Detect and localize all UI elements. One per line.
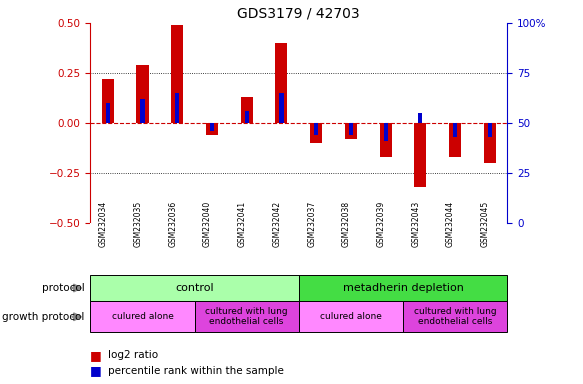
Bar — [314, 123, 318, 135]
Text: GSM232044: GSM232044 — [446, 201, 455, 247]
Bar — [299, 275, 507, 301]
Text: log2 ratio: log2 ratio — [108, 350, 158, 360]
Bar — [453, 123, 457, 137]
Title: GDS3179 / 42703: GDS3179 / 42703 — [237, 7, 360, 20]
Bar — [488, 123, 492, 137]
Text: GSM232034: GSM232034 — [99, 201, 108, 247]
Text: ■: ■ — [90, 349, 102, 362]
Text: GSM232042: GSM232042 — [272, 201, 282, 247]
Text: culured alone: culured alone — [111, 312, 173, 321]
Text: protocol: protocol — [42, 283, 85, 293]
Text: GSM232045: GSM232045 — [481, 201, 490, 247]
Bar — [384, 123, 388, 141]
Bar — [195, 301, 298, 332]
Bar — [403, 301, 507, 332]
Bar — [415, 123, 426, 187]
Bar — [279, 93, 283, 123]
Bar — [206, 123, 218, 135]
Bar — [349, 123, 353, 135]
Bar — [101, 79, 114, 123]
Bar — [210, 123, 214, 131]
Bar — [245, 111, 249, 123]
Bar — [418, 113, 423, 123]
Text: cultured with lung
endothelial cells: cultured with lung endothelial cells — [414, 307, 496, 326]
Bar — [90, 275, 299, 301]
Text: GSM232038: GSM232038 — [342, 201, 351, 247]
Text: GSM232039: GSM232039 — [377, 201, 385, 247]
Bar — [136, 65, 149, 123]
Text: culured alone: culured alone — [320, 312, 382, 321]
Bar — [171, 25, 183, 123]
Text: GSM232043: GSM232043 — [412, 201, 420, 247]
Bar — [484, 123, 496, 163]
Bar — [141, 99, 145, 123]
Bar — [175, 93, 180, 123]
Bar — [449, 123, 461, 157]
Text: growth protocol: growth protocol — [2, 312, 85, 322]
Bar — [345, 123, 357, 139]
Text: control: control — [175, 283, 214, 293]
Bar — [90, 301, 195, 332]
Text: cultured with lung
endothelial cells: cultured with lung endothelial cells — [205, 307, 288, 326]
Bar — [380, 123, 392, 157]
Bar — [310, 123, 322, 143]
Text: GSM232036: GSM232036 — [168, 201, 177, 247]
Bar — [275, 43, 287, 123]
Text: metadherin depletion: metadherin depletion — [343, 283, 463, 293]
Bar — [299, 301, 403, 332]
Text: percentile rank within the sample: percentile rank within the sample — [108, 366, 284, 376]
Text: GSM232041: GSM232041 — [238, 201, 247, 247]
Bar — [106, 103, 110, 123]
Bar — [241, 97, 253, 123]
Text: ■: ■ — [90, 364, 102, 377]
Text: GSM232037: GSM232037 — [307, 201, 316, 247]
Text: GSM232040: GSM232040 — [203, 201, 212, 247]
Text: GSM232035: GSM232035 — [134, 201, 142, 247]
